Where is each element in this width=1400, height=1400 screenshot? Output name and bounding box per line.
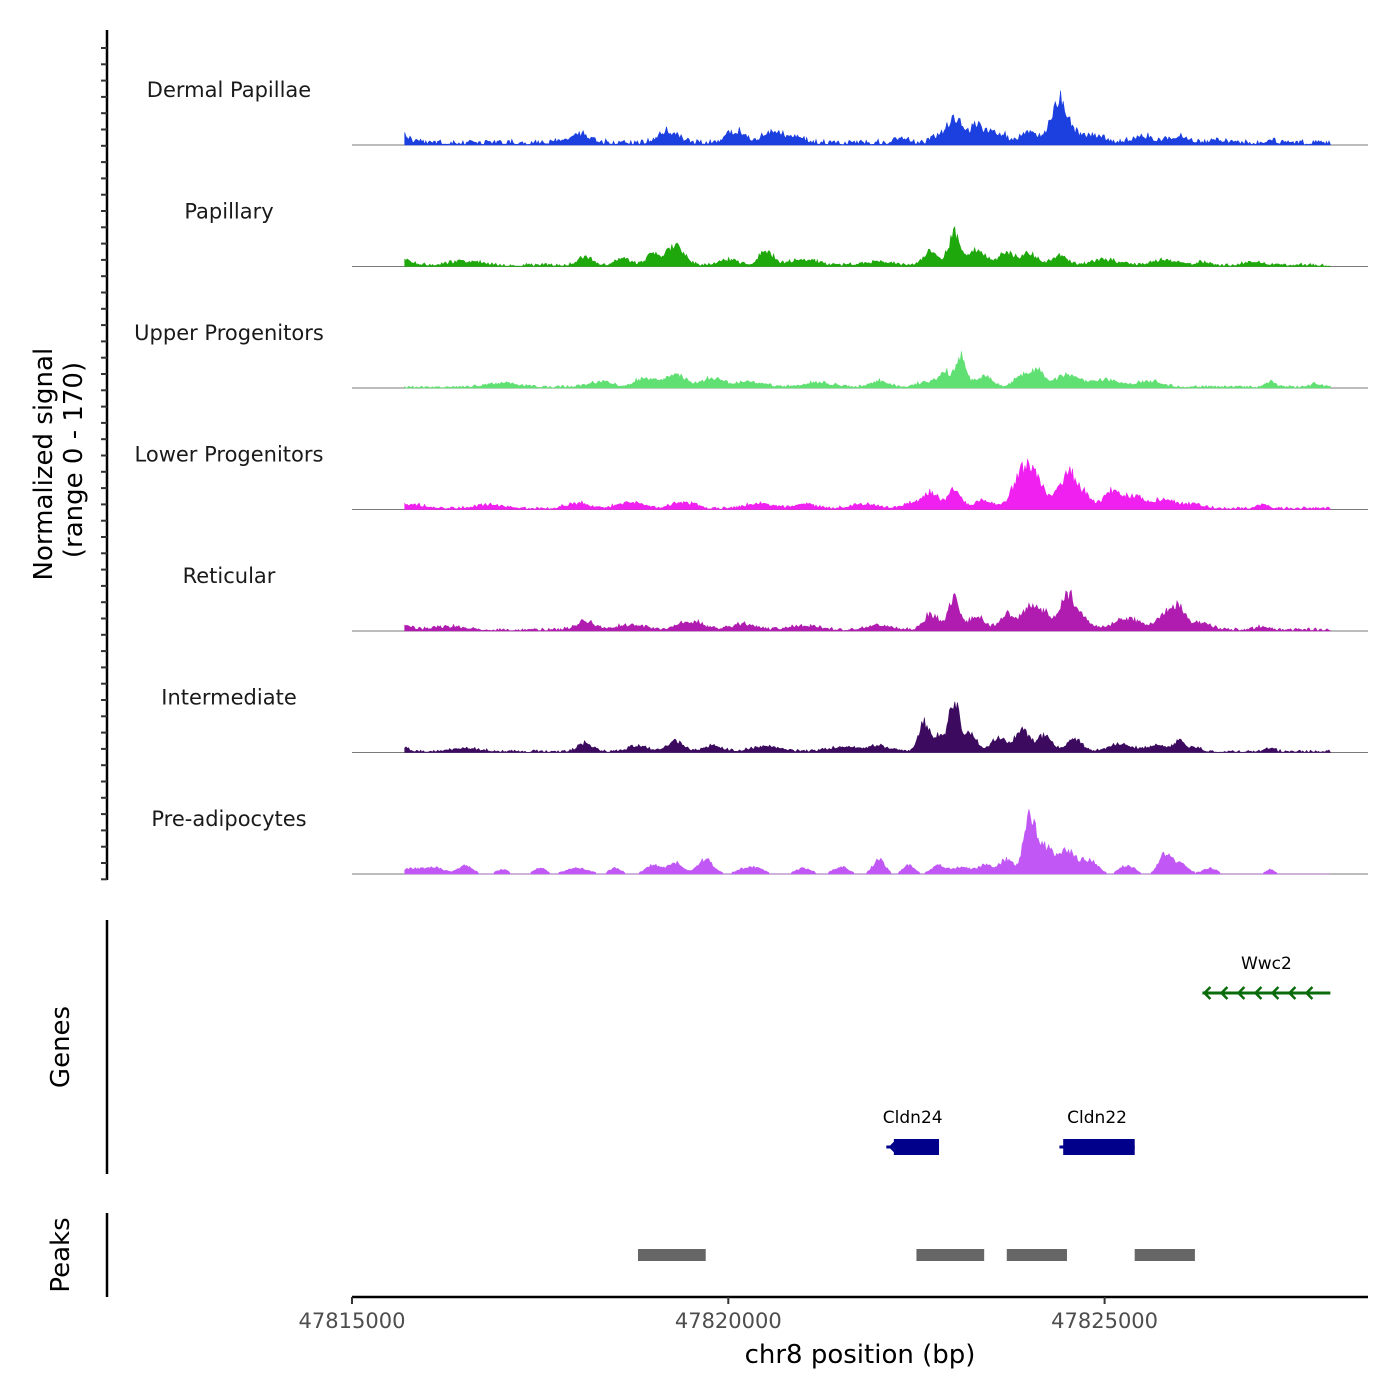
strand-arrow xyxy=(1061,1140,1071,1154)
peaks-panel-title: Peaks xyxy=(46,1217,76,1292)
peak-region xyxy=(637,1249,706,1261)
track-papillary: Papillary xyxy=(184,200,1368,267)
track-label: Papillary xyxy=(184,200,273,224)
track-dermal-papillae: Dermal Papillae xyxy=(147,78,1368,146)
gene-label: Cldn24 xyxy=(883,1108,943,1128)
strand-arrow xyxy=(1236,986,1246,1000)
track-label: Intermediate xyxy=(161,686,297,710)
strand-arrow xyxy=(1270,986,1280,1000)
gene-cldn24: Cldn24 xyxy=(883,1108,943,1155)
x-tick-label: 47825000 xyxy=(1051,1309,1158,1333)
strand-arrow xyxy=(888,1140,898,1154)
coverage-axis xyxy=(101,30,109,881)
x-tick-label: 47820000 xyxy=(675,1309,782,1333)
coverage-area xyxy=(404,351,1331,389)
strand-arrow xyxy=(1253,986,1263,1000)
strand-arrow xyxy=(1219,986,1229,1000)
coverage-area xyxy=(404,809,1331,875)
gene-exon xyxy=(1063,1139,1135,1155)
y-axis-title: Normalized signal (range 0 - 170) xyxy=(29,340,89,581)
gene-exon xyxy=(893,1139,940,1155)
peaks-panel xyxy=(105,1213,1195,1297)
track-reticular: Reticular xyxy=(183,564,1368,632)
coverage-area xyxy=(404,701,1331,753)
track-label: Lower Progenitors xyxy=(135,443,324,467)
coverage-area xyxy=(404,589,1331,632)
y-axis-title-line-1: Normalized signal xyxy=(29,348,59,581)
peak-region xyxy=(1006,1249,1067,1261)
gene-label: Wwc2 xyxy=(1241,954,1292,974)
gene-label: Cldn22 xyxy=(1067,1108,1127,1128)
peak-region xyxy=(916,1249,985,1261)
gene-wwc2: Wwc2 xyxy=(1202,954,1331,1000)
strand-arrow xyxy=(1304,986,1314,1000)
x-axis: 47815000 47820000 47825000 xyxy=(299,1295,1368,1333)
genes-panel-title: Genes xyxy=(46,1006,76,1088)
gene-cldn22: Cldn22 xyxy=(1059,1108,1135,1155)
coverage-tracks: Dermal Papillae Papillary Upper Progenitor… xyxy=(134,78,1368,875)
strand-arrow xyxy=(1287,986,1297,1000)
x-axis-title: chr8 position (bp) xyxy=(745,1340,976,1370)
track-upper-progenitors: Upper Progenitors xyxy=(134,321,1368,389)
peak-region xyxy=(1134,1249,1195,1261)
track-intermediate: Intermediate xyxy=(161,686,1368,753)
track-lower-progenitors: Lower Progenitors xyxy=(135,443,1368,510)
genes-panel: Wwc2 Cldn24 Cldn22 xyxy=(105,920,1331,1174)
track-label: Reticular xyxy=(183,564,276,588)
track-label: Upper Progenitors xyxy=(134,321,324,345)
coverage-area xyxy=(404,459,1331,510)
y-axis-title-line-2: (range 0 - 170) xyxy=(59,362,89,558)
strand-arrow xyxy=(1202,986,1212,1000)
track-label: Dermal Papillae xyxy=(147,78,311,102)
coverage-area xyxy=(404,226,1331,267)
track-pre-adipocytes: Pre-adipocytes xyxy=(151,807,1368,875)
x-tick-label: 47815000 xyxy=(299,1309,406,1333)
coverage-area xyxy=(404,90,1331,146)
track-label: Pre-adipocytes xyxy=(151,807,306,831)
